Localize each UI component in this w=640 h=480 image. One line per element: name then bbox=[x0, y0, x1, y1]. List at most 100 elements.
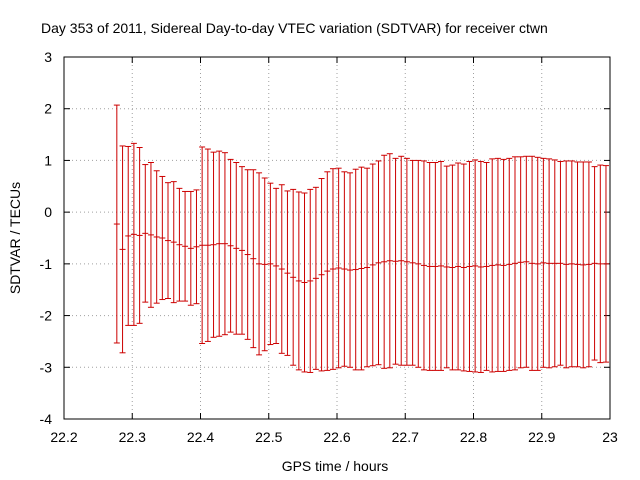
error-bar bbox=[403, 157, 410, 366]
error-bar bbox=[398, 155, 405, 366]
error-bars bbox=[113, 104, 609, 373]
error-bar bbox=[392, 157, 399, 365]
error-bar bbox=[312, 186, 319, 370]
y-tick-labels: -4 -3 -2 -1 0 1 2 3 bbox=[40, 49, 53, 427]
error-bar bbox=[250, 169, 257, 349]
error-bar bbox=[284, 190, 291, 356]
error-bar bbox=[420, 160, 427, 371]
error-bar bbox=[438, 160, 445, 371]
x-tick-label: 22.2 bbox=[50, 429, 77, 445]
error-bar bbox=[267, 182, 274, 346]
x-axis-label: GPS time / hours bbox=[282, 458, 389, 474]
error-bar bbox=[256, 172, 263, 356]
error-bar bbox=[529, 155, 536, 371]
y-tick-label: 3 bbox=[44, 49, 52, 65]
error-bar bbox=[210, 151, 217, 338]
y-tick-label: 2 bbox=[44, 101, 52, 117]
error-bar bbox=[506, 157, 513, 371]
error-bar bbox=[472, 159, 479, 373]
error-bar bbox=[381, 154, 388, 369]
error-bar bbox=[261, 177, 268, 352]
error-bar bbox=[170, 181, 177, 304]
error-bar bbox=[352, 168, 359, 371]
error-bar bbox=[295, 191, 302, 371]
x-tick-label: 22.3 bbox=[119, 429, 146, 445]
error-bar bbox=[500, 158, 507, 372]
error-bar bbox=[358, 166, 365, 371]
error-bar bbox=[318, 178, 325, 372]
error-bar bbox=[290, 188, 297, 366]
x-tick-labels: 22.2 22.3 22.4 22.5 22.6 22.7 22.8 22.9 23 bbox=[50, 429, 618, 445]
error-bar bbox=[597, 164, 604, 364]
error-bar bbox=[466, 160, 473, 372]
error-bar bbox=[494, 157, 501, 372]
x-tick-label: 22.5 bbox=[255, 429, 282, 445]
x-tick-label: 22.9 bbox=[528, 429, 555, 445]
error-bar bbox=[233, 161, 240, 335]
error-bar bbox=[187, 190, 194, 306]
error-bar bbox=[449, 164, 456, 371]
error-bar bbox=[591, 166, 598, 361]
error-bar bbox=[375, 160, 382, 366]
axis-ticks bbox=[63, 56, 611, 420]
y-tick-label: -4 bbox=[40, 411, 53, 427]
error-bar bbox=[119, 145, 126, 354]
error-bar bbox=[125, 145, 132, 326]
y-tick-label: 0 bbox=[44, 204, 52, 220]
error-bar bbox=[182, 190, 189, 302]
error-bar bbox=[244, 169, 251, 340]
error-bar bbox=[329, 168, 336, 370]
y-tick-label: -1 bbox=[40, 256, 53, 272]
error-bar bbox=[199, 146, 206, 344]
error-bar bbox=[460, 163, 467, 372]
error-bar bbox=[489, 158, 496, 373]
error-bar bbox=[574, 161, 581, 368]
x-tick-label: 23 bbox=[602, 429, 618, 445]
error-bar bbox=[477, 160, 484, 373]
y-axis-label: SDTVAR / TECUs bbox=[7, 182, 23, 294]
error-bar bbox=[193, 189, 200, 305]
error-bar bbox=[278, 184, 285, 354]
x-tick-label: 22.7 bbox=[392, 429, 419, 445]
error-bar bbox=[273, 187, 280, 344]
error-bar bbox=[557, 160, 564, 366]
error-bar bbox=[426, 161, 433, 371]
error-bar bbox=[204, 148, 211, 342]
y-tick-label: 1 bbox=[44, 152, 52, 168]
error-bar bbox=[153, 170, 160, 304]
error-bar bbox=[221, 152, 228, 336]
error-bar bbox=[369, 163, 376, 367]
x-tick-label: 22.8 bbox=[460, 429, 487, 445]
error-bar bbox=[165, 182, 172, 300]
error-bar bbox=[335, 167, 342, 369]
error-bar bbox=[176, 187, 183, 302]
error-bar bbox=[455, 162, 462, 371]
error-bar bbox=[523, 155, 530, 368]
error-bar bbox=[540, 157, 547, 368]
chart-title: Day 353 of 2011, Sidereal Day-to-day VTE… bbox=[41, 20, 548, 36]
error-bar bbox=[443, 165, 450, 369]
error-bar bbox=[238, 166, 245, 335]
error-bar bbox=[511, 156, 518, 371]
error-bar bbox=[602, 165, 609, 363]
error-bar bbox=[409, 159, 416, 366]
error-bar bbox=[136, 147, 143, 324]
error-bar bbox=[551, 159, 558, 368]
error-bar bbox=[159, 175, 166, 301]
error-bar bbox=[386, 153, 393, 369]
error-bar bbox=[563, 160, 570, 369]
error-bar bbox=[568, 160, 575, 368]
error-bar bbox=[347, 172, 354, 368]
error-bar bbox=[227, 158, 234, 333]
error-bar bbox=[324, 171, 331, 371]
y-tick-label: -2 bbox=[40, 308, 53, 324]
error-bar bbox=[364, 167, 371, 368]
x-tick-label: 22.4 bbox=[187, 429, 214, 445]
error-bar bbox=[585, 161, 592, 368]
error-bar bbox=[534, 156, 541, 371]
error-bar bbox=[432, 161, 439, 371]
error-bar bbox=[113, 104, 120, 344]
y-tick-label: -3 bbox=[40, 359, 53, 375]
error-bar bbox=[307, 188, 314, 373]
